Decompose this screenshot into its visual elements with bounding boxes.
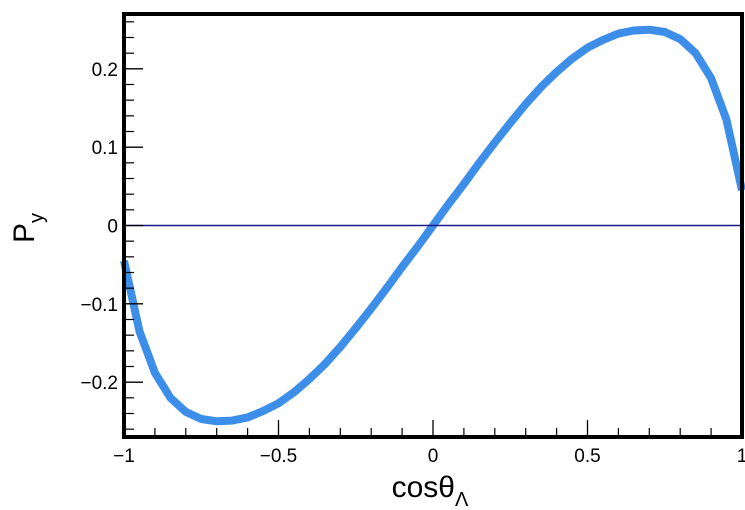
y-tick-label: −0.1 bbox=[80, 295, 118, 316]
x-axis-title: cosθΛ bbox=[392, 471, 469, 510]
y-axis-title-main: P bbox=[8, 223, 41, 243]
x-tick-label: 0 bbox=[428, 446, 439, 467]
x-axis-title-main: cosθ bbox=[392, 471, 455, 504]
x-axis-title-subscript: Λ bbox=[455, 489, 469, 510]
y-tick-label: −0.2 bbox=[80, 373, 118, 394]
x-tick-label: −1 bbox=[113, 446, 135, 467]
x-tick-label: 1 bbox=[737, 446, 745, 467]
y-axis-title-subscript: y bbox=[26, 213, 48, 223]
y-tick-label: 0.1 bbox=[92, 138, 118, 159]
plot-frame bbox=[122, 12, 744, 439]
y-axis-title: Py bbox=[8, 213, 48, 243]
x-tick-label: −0.5 bbox=[260, 446, 298, 467]
y-tick-label: 0.2 bbox=[92, 60, 118, 81]
x-tick-label: 0.5 bbox=[574, 446, 600, 467]
y-tick-label: 0 bbox=[107, 217, 118, 238]
tick-label-layer: −1 −0.5 0 0.5 1 −0.2 −0.1 0 0.1 0.2 bbox=[80, 60, 745, 467]
